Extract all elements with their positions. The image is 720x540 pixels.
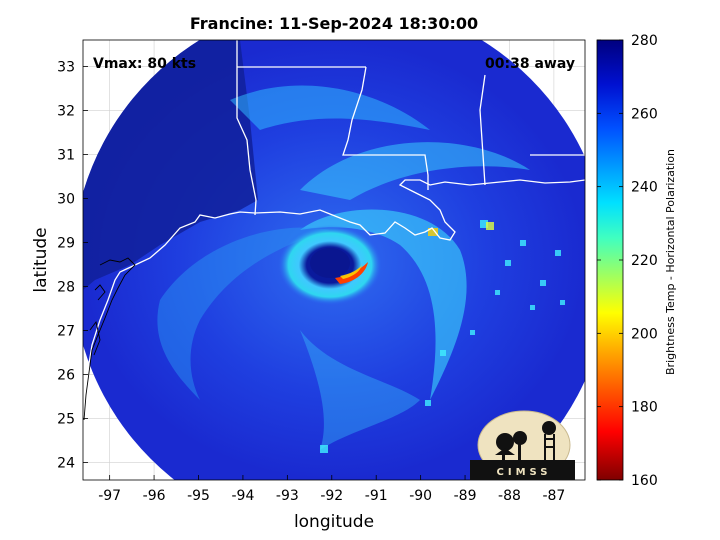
x-tick-label: -94 (231, 488, 254, 504)
colorbar-tick-label: 200 (631, 326, 658, 342)
coastlines-outside-swath (83, 257, 136, 421)
colorbar-tick-label: 160 (631, 473, 658, 489)
x-tick-label: -95 (187, 488, 210, 504)
coastlines-and-borders (83, 40, 585, 421)
x-tick-label: -97 (98, 488, 121, 504)
plot-area (83, 40, 585, 480)
mississippi-alabama-border (479, 74, 486, 186)
x-axis-label: longitude (294, 512, 374, 532)
x-tick-label: -89 (454, 488, 477, 504)
time-away-annotation: 00:38 away (485, 56, 575, 72)
y-tick-label: 32 (57, 103, 75, 119)
colorbar-tick-label: 180 (631, 400, 658, 416)
spiral-band-south (300, 330, 420, 450)
spiral-band-west (157, 227, 330, 400)
y-tick-label: 30 (57, 191, 75, 207)
y-axis-label: latitude (31, 227, 51, 292)
x-tick-label: -92 (320, 488, 343, 504)
gulf-coast (83, 211, 256, 421)
x-tick-label: -87 (542, 488, 565, 504)
x-tick-label: -88 (498, 488, 521, 504)
eye (310, 248, 350, 278)
y-tick-label: 26 (57, 367, 75, 383)
y-tick-label: 31 (57, 147, 75, 163)
chart-title: Francine: 11-Sep-2024 18:30:00 (190, 14, 478, 33)
colorbar-tick-label: 260 (631, 106, 658, 122)
y-tick-label: 29 (57, 235, 75, 251)
logo-text: CIMSS (497, 467, 552, 478)
convective-cells (320, 220, 565, 453)
mississippi-river-border (342, 66, 429, 190)
vmax-annotation: Vmax: 80 kts (93, 56, 196, 72)
x-axis-ticks: -97 -96 -95 -94 -93 -92 -91 -90 -89 -88 -87 (98, 475, 565, 504)
axes-frame (82, 39, 586, 481)
colorbar-gradient (596, 39, 624, 481)
y-tick-label: 24 (57, 455, 75, 471)
y-tick-label: 25 (57, 411, 75, 427)
colorbar-tick-label: 240 (631, 180, 658, 196)
rain-band-northeast (300, 142, 530, 200)
x-tick-label: -90 (409, 488, 432, 504)
x-tick-label: -93 (276, 488, 299, 504)
rain-band-north (230, 85, 430, 130)
y-tick-label: 33 (57, 59, 75, 75)
cimss-logo: CIMSS (470, 410, 575, 480)
spiral-band-inner (300, 209, 467, 400)
louisiana-coast (254, 179, 585, 241)
x-tick-label: -96 (143, 488, 166, 504)
colorbar-tick-label: 220 (631, 253, 658, 269)
y-tick-label: 27 (57, 323, 75, 339)
y-tick-label: 28 (57, 279, 75, 295)
y-axis-ticks: 24 25 26 27 28 29 30 31 32 33 (57, 59, 88, 471)
colorbar: 280 260 240 220 200 180 160 Brightness Temp - … (596, 33, 677, 489)
louisiana-texas-border (236, 40, 257, 216)
colorbar-label: Brightness Temp - Horizontal Polarizatio… (664, 149, 677, 375)
colorbar-tick-label: 280 (631, 33, 658, 49)
x-tick-label: -91 (365, 488, 388, 504)
colorbar-ticks: 280 260 240 220 200 180 160 (597, 33, 658, 489)
microwave-swath (83, 40, 585, 480)
